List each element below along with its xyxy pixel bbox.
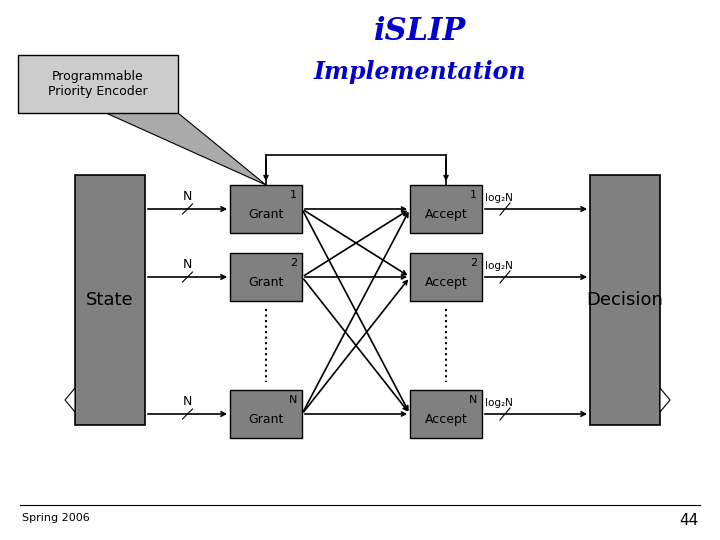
Polygon shape: [65, 388, 75, 412]
Bar: [75, 175, 145, 425]
Bar: [18, 55, 178, 113]
Text: Spring 2006: Spring 2006: [22, 513, 90, 523]
Polygon shape: [106, 113, 266, 185]
Text: Accept: Accept: [425, 413, 467, 426]
Bar: [230, 390, 302, 438]
Text: log₂N: log₂N: [485, 193, 513, 203]
Text: Accept: Accept: [425, 276, 467, 289]
Text: 2: 2: [470, 258, 477, 268]
Text: log₂N: log₂N: [485, 398, 513, 408]
Text: N: N: [183, 190, 192, 203]
Text: Accept: Accept: [425, 208, 467, 221]
Text: N: N: [289, 395, 297, 405]
Text: 1: 1: [290, 190, 297, 200]
Bar: [410, 253, 482, 301]
Bar: [410, 185, 482, 233]
Text: log₂N: log₂N: [485, 261, 513, 271]
Text: N: N: [469, 395, 477, 405]
Polygon shape: [660, 388, 670, 412]
Text: iSLIP: iSLIP: [374, 17, 466, 48]
Text: Grant: Grant: [248, 413, 284, 426]
Bar: [230, 185, 302, 233]
Text: Decision: Decision: [587, 291, 663, 309]
Text: N: N: [183, 395, 192, 408]
Bar: [410, 390, 482, 438]
Text: 1: 1: [470, 190, 477, 200]
Text: N: N: [183, 258, 192, 271]
Text: Implementation: Implementation: [314, 60, 526, 84]
Bar: [230, 253, 302, 301]
Text: 2: 2: [290, 258, 297, 268]
Text: State: State: [86, 291, 134, 309]
Text: Grant: Grant: [248, 276, 284, 289]
Text: 44: 44: [679, 513, 698, 528]
Bar: [590, 175, 660, 425]
Text: Programmable
Priority Encoder: Programmable Priority Encoder: [48, 70, 148, 98]
Text: Grant: Grant: [248, 208, 284, 221]
